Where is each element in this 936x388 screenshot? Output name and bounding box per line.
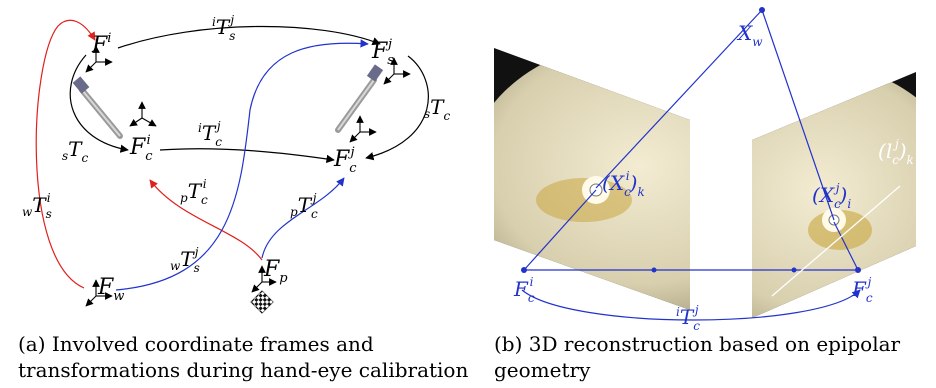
point-F-c-j <box>855 267 861 273</box>
image-plane-right <box>752 72 916 318</box>
calibration-pattern <box>250 290 274 314</box>
arrow-sTc-right <box>365 55 429 161</box>
label-F-c-j: Fcj <box>333 145 357 176</box>
point-X-w <box>759 7 765 13</box>
ray-Xw-left-image <box>595 9 763 189</box>
label-F-c-j-b: Fcj <box>851 275 873 305</box>
caption-b: (b) 3D reconstruction based on epipolar … <box>494 332 901 382</box>
label-wTsi: wTsi <box>22 191 52 221</box>
arrow-wTsj <box>115 39 369 291</box>
axes-F-i <box>85 45 113 73</box>
label-F-p: Fp <box>263 257 288 286</box>
arrow-pTcj <box>261 177 345 259</box>
point-F-c-i <box>521 267 527 273</box>
label-pTcj: pTcj <box>290 191 318 221</box>
point-left-proj-a <box>651 267 657 273</box>
label-F-i: Fi <box>91 31 111 58</box>
arrow-wTsi <box>35 19 96 289</box>
label-wTsj: wTsj <box>170 245 200 275</box>
arrow-iTcj <box>159 148 335 164</box>
label-X-w: Xw <box>736 21 763 49</box>
label-X-c-j-i: (Xcj)i <box>812 181 851 211</box>
axes-F-c-i <box>129 101 157 127</box>
label-iTcj: iTcj <box>198 119 222 149</box>
point-right-proj-a <box>791 267 797 273</box>
axes-F-c-j <box>349 115 377 143</box>
arrow-sTc-left <box>69 54 129 153</box>
label-iTsj: iTsj <box>212 13 235 43</box>
label-sTc-right: sTc <box>424 95 451 123</box>
ray-Fcj-Xw <box>833 221 859 271</box>
figure-canvas: Fi Fsj Fci Fcj Fw Fp iTsj iTcj sTc sTc w… <box>22 7 916 330</box>
label-F-c-i-b: Fci <box>513 275 535 305</box>
arrow-iTsj <box>117 25 381 49</box>
label-pTci: pTci <box>180 177 208 207</box>
endoscope-left <box>72 76 123 139</box>
axes-F-s-j <box>383 57 411 85</box>
axes-F-w <box>85 279 113 307</box>
arrow-pTci <box>149 179 263 261</box>
label-sTc-left: sTc <box>62 137 89 165</box>
label-iTcj-b: iTcj <box>676 303 700 330</box>
arrow-iTcj-b <box>521 289 861 321</box>
endoscope-right <box>335 64 384 133</box>
caption-a: (a) Involved coordinate frames and trans… <box>18 332 469 382</box>
panel-a-hand-eye: Fi Fsj Fci Fcj Fw Fp iTsj iTcj sTc sTc w… <box>22 13 451 314</box>
ray-Xw-right-image <box>761 9 835 221</box>
label-F-s-j: Fsj <box>371 37 394 68</box>
label-F-c-i: Fci <box>129 133 153 164</box>
panel-b-epipolar: Xw Fci Fcj (Xci)k (Xcj)i (lcj)k iTcj <box>494 7 916 330</box>
ray-Fci-Xw <box>523 189 597 271</box>
epipolar-line <box>771 185 901 297</box>
axes-F-p <box>251 265 277 293</box>
label-F-w: Fw <box>97 275 124 304</box>
